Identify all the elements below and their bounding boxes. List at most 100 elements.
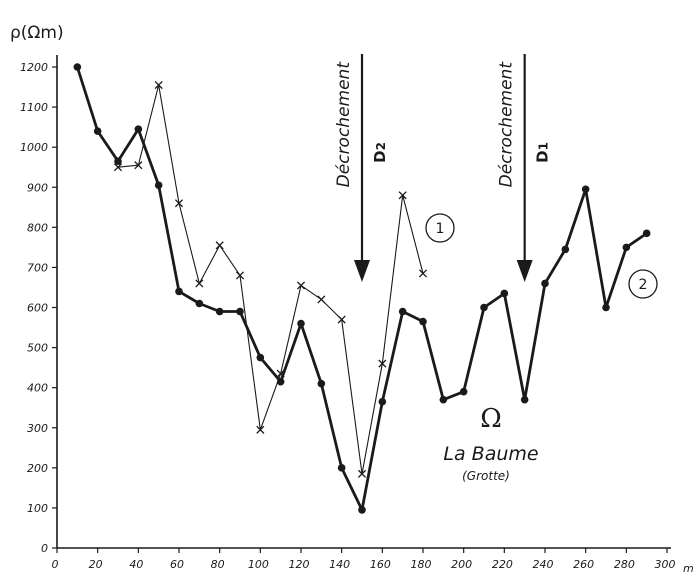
series-1-point [418, 269, 428, 278]
fault-d2-annotation: Décrochement D2 [334, 54, 389, 282]
x-tick-label: 20 [89, 558, 103, 571]
axes [56, 55, 671, 549]
place-note: (Grotte) [462, 469, 510, 483]
series-2-point [520, 395, 529, 404]
series-1-point [378, 359, 387, 368]
y-tick-label: 800 [27, 221, 48, 234]
x-tick-label: 140 [329, 558, 350, 571]
fault-d1-symbol: D1 [534, 142, 552, 163]
fault-d2-index: 2 [374, 142, 388, 150]
x-tick-label: 100 [248, 558, 269, 571]
y-tick-label: 300 [27, 422, 48, 435]
series-2-point [439, 395, 448, 404]
fault-d2-arrow-head [354, 260, 370, 282]
series-2-point [602, 303, 610, 312]
series-2-point [500, 289, 509, 298]
series-1-point [256, 425, 265, 434]
series-2-point [114, 157, 122, 165]
series-1-point [195, 279, 204, 288]
y-tick-label: 600 [27, 302, 48, 315]
series-2-point [154, 181, 163, 190]
place-name: La Baume [443, 443, 538, 465]
series-1 [113, 80, 428, 478]
series-2-point [459, 387, 468, 396]
series-1-point [134, 161, 143, 170]
x-tick-label: 160 [370, 558, 391, 571]
series-2-point [541, 279, 549, 288]
series-1-point [317, 295, 326, 304]
omega-symbol: Ω [480, 404, 502, 434]
y-tick-label: 900 [27, 181, 48, 194]
y-tick-label: 0 [41, 542, 48, 555]
x-tick-label: 260 [573, 558, 594, 571]
y-tick-label: 500 [27, 342, 48, 355]
x-tick-label: 180 [411, 558, 432, 571]
series-2-point [195, 299, 204, 308]
y-tick-label: 200 [27, 462, 48, 475]
y-tick-label: 100 [27, 502, 48, 515]
y-tick-label: 1100 [20, 101, 48, 114]
series-1-marker-number: 1 [436, 221, 445, 237]
fault-d1-label: Décrochement [497, 61, 517, 188]
series-2-point [175, 287, 183, 296]
x-tick-label: 300 [655, 558, 676, 571]
series-2-point [419, 317, 427, 326]
x-tick-label: 120 [289, 558, 310, 571]
x-tick-label: 40 [129, 558, 143, 571]
fault-d2-label: Décrochement [334, 61, 354, 188]
series-2-point [297, 319, 305, 328]
series-1-point [357, 469, 367, 478]
y-tick-label: 1200 [20, 61, 48, 74]
series-2-point [378, 397, 387, 406]
x-tick-label: 240 [533, 558, 554, 571]
series-2 [73, 63, 651, 514]
series-2-point [93, 127, 102, 135]
series-1-point [235, 271, 245, 280]
series-2-point [622, 243, 631, 252]
series-2-point [561, 245, 570, 254]
x-tick-label: 60 [170, 558, 184, 571]
series-1-marker-circle [425, 213, 455, 243]
series-2-point [581, 185, 590, 194]
series-2-point [215, 307, 224, 316]
x-tick-label: 280 [614, 558, 635, 571]
y-tick-label: 400 [27, 382, 48, 395]
series-2-point [337, 464, 346, 472]
series-2-point [276, 377, 285, 386]
series-1-marker: 1 [425, 213, 455, 243]
series-1-point [398, 191, 407, 200]
y-axis-label: ρ(Ωm) [10, 23, 64, 43]
series-2-point [134, 125, 143, 133]
y-axis-ticks: 0 100 200 300 400 500 600 700 800 900 1000 1100 1200 [20, 61, 57, 555]
series-2-marker-circle [628, 269, 658, 299]
series-2-marker: 2 [628, 269, 658, 299]
x-tick-label: 200 [451, 558, 472, 571]
series-2-marker-number: 2 [639, 277, 648, 293]
fault-d2-symbol: D2 [371, 142, 389, 163]
series-1-point [113, 163, 123, 172]
series-2-point [73, 63, 82, 71]
series-2-point [398, 307, 407, 316]
series-2-point [358, 506, 366, 514]
x-tick-label: 220 [492, 558, 513, 571]
series-2-point [236, 307, 244, 316]
x-tick-label: 80 [211, 558, 225, 571]
series-1-point [154, 80, 163, 90]
series-1-line [117, 84, 424, 475]
fault-d1-index: 1 [537, 142, 551, 150]
fault-d1-letter: D [534, 150, 552, 162]
fault-d1-annotation: Décrochement D1 [497, 54, 552, 282]
y-tick-label: 700 [27, 261, 48, 274]
x-axis-ticks: 0 20 40 60 80 100 120 140 160 180 200 220 240 260 280 3… [52, 548, 676, 571]
x-axis-unit: m [683, 562, 694, 575]
series-1-point [174, 199, 184, 208]
series-1-point [215, 241, 224, 250]
x-tick-label: 0 [52, 558, 59, 571]
series-2-point [642, 229, 651, 238]
series-2-point [317, 379, 326, 388]
fault-d1-arrow-head [516, 260, 533, 282]
series-1-point [337, 315, 346, 324]
y-tick-label: 1000 [20, 141, 48, 154]
series-2-point [256, 353, 265, 362]
